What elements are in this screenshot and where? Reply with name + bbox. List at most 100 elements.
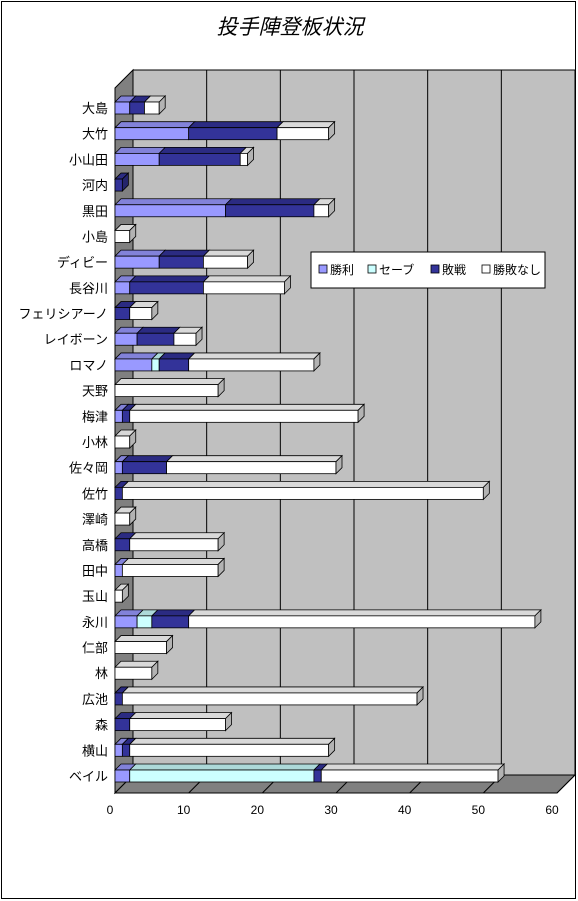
category-label: 天野	[82, 385, 108, 400]
bar-segment	[114, 512, 131, 526]
bar-segment-top	[114, 249, 167, 257]
x-tick-label: 30	[324, 803, 338, 817]
bar-segment	[114, 127, 190, 141]
bar-segment-end	[335, 454, 343, 475]
x-tick-label: 60	[545, 803, 559, 817]
bar-segment-top	[202, 275, 292, 283]
category-label: 黒田	[82, 205, 108, 220]
category-label: 林	[95, 667, 108, 682]
bar-row	[114, 95, 167, 115]
floor-gridline	[556, 774, 576, 794]
category-label: 梅津	[82, 410, 108, 425]
bar-segment-top	[158, 249, 211, 257]
bar-segment-end	[328, 197, 336, 218]
category-label: 大竹	[82, 128, 108, 143]
bar-segment	[136, 332, 175, 346]
bar-segment	[129, 101, 145, 115]
bar-segment	[313, 204, 330, 218]
bar-row	[114, 531, 226, 552]
bar-segment-top	[114, 121, 196, 129]
bar-segment-end	[166, 634, 173, 655]
bar-row	[114, 274, 292, 295]
bar-segment-end	[121, 172, 129, 193]
bar-segment-top	[128, 737, 336, 745]
bar-segment	[114, 743, 123, 757]
bar-row	[114, 557, 226, 578]
bar-segment	[158, 255, 204, 269]
category-label: ベイル	[69, 770, 108, 785]
bar-row	[114, 326, 203, 347]
bar-segment	[144, 101, 160, 115]
bar-row	[114, 197, 336, 218]
bar-segment	[114, 204, 226, 218]
chart-title: 投手陣登板状況	[217, 15, 367, 39]
bar-segment	[114, 769, 131, 783]
bar-segment	[114, 255, 160, 269]
legend-swatch	[367, 264, 377, 274]
bar-segment	[114, 718, 131, 732]
bar-segment	[114, 307, 131, 320]
bar-segment-top	[121, 686, 424, 694]
category-label: レイボーン	[44, 333, 108, 348]
bar-segment	[114, 435, 131, 449]
bar-segment-top	[187, 352, 321, 360]
bar-segment	[173, 332, 197, 346]
bar-segment-top	[128, 763, 321, 771]
bar-segment	[158, 152, 241, 166]
bar-segment	[114, 564, 123, 577]
bar-segment	[121, 692, 418, 706]
category-label: 仁部	[82, 642, 108, 657]
legend-label: 敗戦	[442, 262, 466, 277]
category-label: ディビー	[57, 255, 108, 271]
category-label: 澤崎	[82, 513, 108, 528]
bar-segment	[114, 281, 131, 295]
bar-segment-top	[121, 480, 491, 488]
category-label: 佐々岡	[69, 462, 108, 477]
bar-segment-top	[165, 455, 343, 463]
bar-segment	[114, 384, 219, 398]
x-tick-label: 0	[107, 803, 114, 817]
bar-segment	[129, 307, 153, 320]
bar-segment	[114, 538, 131, 552]
bar-segment	[188, 615, 536, 629]
x-tick-label: 10	[177, 803, 191, 817]
category-label: ロマノ	[69, 359, 108, 374]
legend-swatch	[430, 264, 440, 274]
legend-label: セーブ	[379, 262, 414, 277]
x-tick-label: 50	[472, 803, 486, 817]
bar-segment	[114, 461, 123, 475]
bar-row	[114, 660, 159, 681]
category-label: 高橋	[82, 538, 108, 554]
bar-segment	[129, 769, 315, 783]
bar-segment	[202, 255, 248, 269]
bar-segment-end	[284, 274, 291, 295]
category-label: 小島	[82, 230, 108, 245]
bar-row	[114, 763, 506, 783]
bar-row	[114, 249, 255, 270]
category-labels: 大島大竹小山田河内黒田小島ディビー長谷川フェリシアーノレイボーンロマノ天野梅津小…	[19, 102, 108, 785]
bar-segment	[121, 461, 167, 475]
bar-segment-end	[247, 249, 255, 270]
bar-segment-end	[497, 763, 505, 783]
bar-segment-top	[121, 558, 226, 565]
bar-row	[114, 377, 226, 398]
bar-segment-end	[328, 737, 336, 758]
bar-segment	[114, 230, 131, 243]
bar-segment	[114, 615, 138, 629]
bar-segment	[136, 615, 153, 629]
bar-row	[114, 480, 491, 501]
bar-row	[114, 583, 130, 604]
bar-row	[114, 172, 130, 193]
bar-row	[114, 711, 233, 732]
bar-segment-top	[202, 249, 255, 257]
bar-segment-top	[187, 609, 542, 617]
bar-segment-end	[357, 403, 365, 424]
category-label: 玉山	[82, 590, 108, 605]
legend: 勝利 セーブ 敗戦 勝敗なし	[310, 251, 546, 289]
bar-segment	[158, 358, 190, 372]
category-label: 横山	[82, 744, 108, 759]
bar-segment	[121, 564, 219, 577]
category-label: フェリシアーノ	[19, 308, 108, 323]
bar-segment-end	[151, 300, 159, 321]
bar-segment	[313, 769, 322, 783]
